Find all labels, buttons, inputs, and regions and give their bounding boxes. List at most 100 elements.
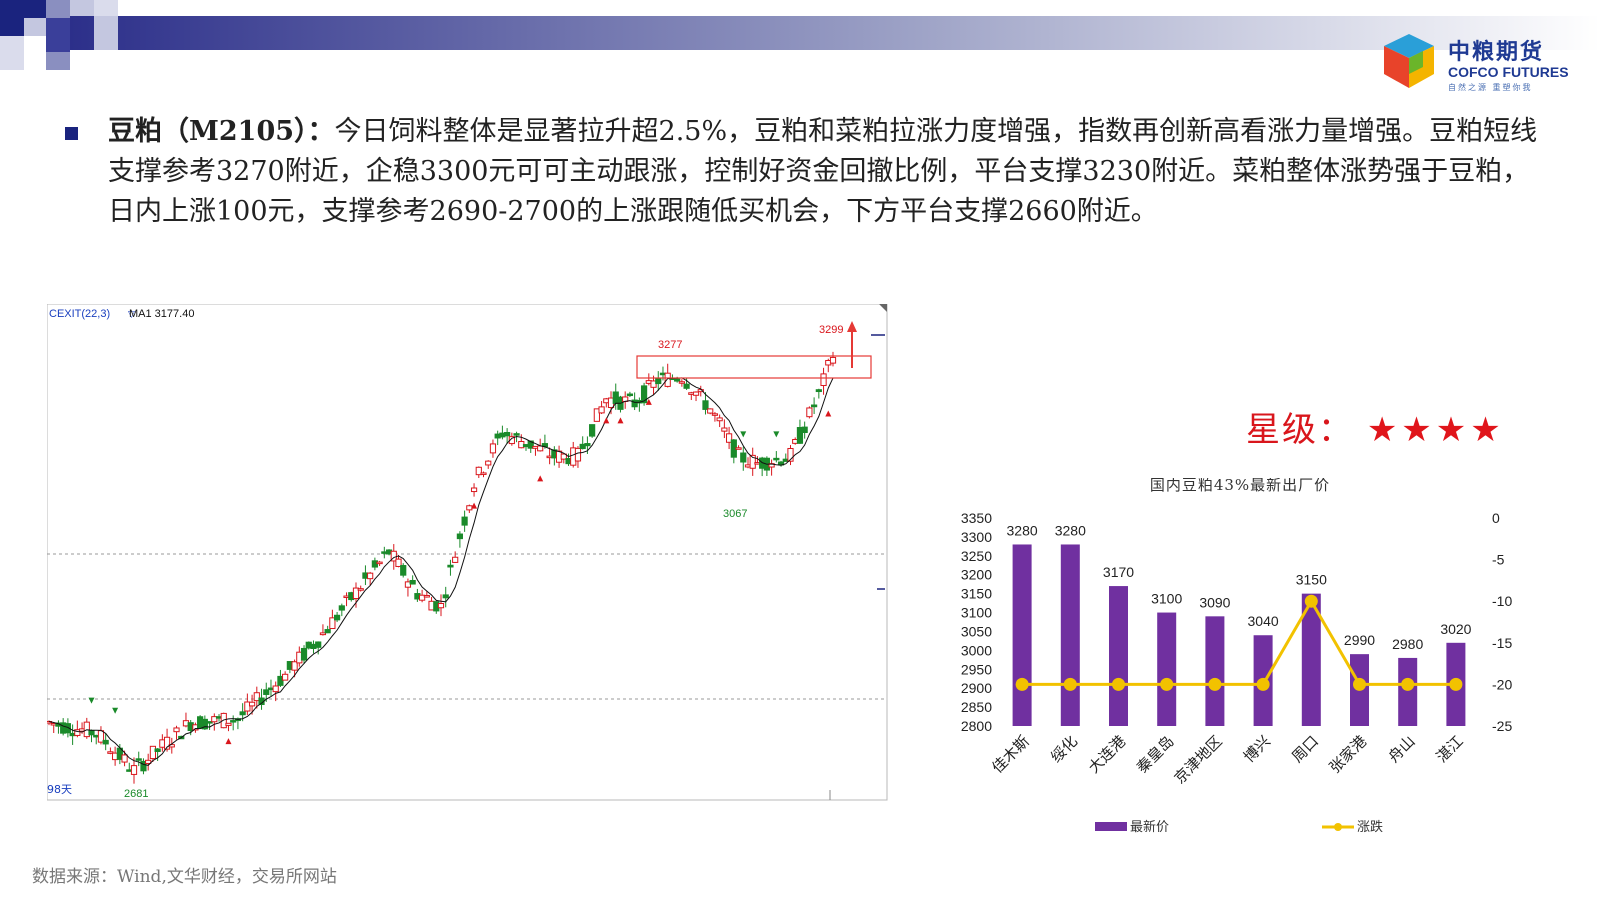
change-line <box>1022 598 1456 686</box>
x-category-label: 周口 <box>1288 732 1322 766</box>
ma-label: MA1 3177.40 <box>129 308 194 320</box>
candle-body <box>650 380 657 388</box>
buy-signal-arrow <box>645 398 652 405</box>
y-right-tick: -25 <box>1492 718 1512 734</box>
candle-body <box>674 378 681 382</box>
buy-signal-arrow <box>825 410 832 417</box>
bar-value-label: 3100 <box>1151 591 1182 607</box>
buy-signal-arrow <box>617 417 624 424</box>
bar <box>1157 612 1177 726</box>
candle-body <box>683 383 690 389</box>
resistance-box <box>636 355 872 379</box>
commentary-lead: 豆粕（M2105）： <box>108 116 335 147</box>
line-point <box>1160 677 1174 691</box>
candle-body <box>107 751 114 754</box>
line-point <box>1256 677 1270 691</box>
chart-title: 国内豆粕43%最新出厂价 <box>1150 478 1330 494</box>
candle-body <box>806 407 813 418</box>
candle-body <box>201 718 208 730</box>
logo-english: COFCO FUTURES <box>1448 64 1569 80</box>
rating-stars: ★★★★ <box>1366 410 1505 450</box>
x-category-label: 京津地区 <box>1171 732 1226 787</box>
candle-body <box>702 400 709 410</box>
candle-body <box>282 673 289 681</box>
candle-body <box>423 594 430 598</box>
candle-body <box>220 712 227 729</box>
candle-body <box>796 427 804 444</box>
trough-label: 3067 <box>723 508 747 520</box>
line-point <box>1112 677 1125 691</box>
peak2-label: 3299 <box>819 324 843 336</box>
x-category-label: 绥化 <box>1047 732 1081 766</box>
bar-value-label: 3090 <box>1199 594 1230 610</box>
commentary-text: 今日饲料整体是显著拉升超2.5%，豆粕和菜粕拉涨力度增强，指数再创新高看涨力量增… <box>108 116 1538 227</box>
candle-body <box>740 452 747 463</box>
candle-body <box>300 647 308 661</box>
sell-signal-arrow <box>740 431 747 438</box>
candle-body <box>88 730 95 736</box>
x-category-label: 大连港 <box>1085 732 1130 777</box>
y-left-tick: 3300 <box>961 529 992 545</box>
market-commentary: 豆粕（M2105）：今日饲料整体是显著拉升超2.5%，豆粕和菜粕拉涨力度增强，指… <box>108 112 1548 232</box>
candle-body <box>64 723 71 734</box>
indicator-dropdown-icon[interactable]: ▽ <box>128 310 135 320</box>
candle-body <box>338 605 345 611</box>
candle-body <box>154 748 161 752</box>
candle-body <box>352 587 360 600</box>
candle-body <box>263 689 270 695</box>
candle-body <box>560 453 567 460</box>
candle-body <box>367 572 374 580</box>
bar-value-label: 3020 <box>1440 621 1471 637</box>
line-point <box>1063 677 1077 691</box>
legend-swatch-line <box>1334 823 1342 831</box>
x-category-label: 湛江 <box>1433 732 1467 766</box>
y-right-tick: -5 <box>1492 552 1505 568</box>
y-left-tick: 2900 <box>961 680 992 696</box>
y-left-tick: 3200 <box>961 567 992 583</box>
candle-body <box>253 692 260 702</box>
candle-body <box>230 720 237 723</box>
y-left-tick: 3250 <box>961 548 992 564</box>
candle-body <box>248 701 256 707</box>
candle-body <box>801 426 808 433</box>
candle-body <box>470 487 478 493</box>
bar-value-label: 3040 <box>1248 613 1279 629</box>
candle-body <box>579 443 586 450</box>
cofco-cube-icon <box>1384 34 1434 88</box>
candle-body <box>329 617 336 630</box>
bar-value-label: 3150 <box>1296 572 1327 588</box>
bar <box>1109 586 1128 726</box>
logo-slogan: 自然之源 重塑你我 <box>1448 83 1533 92</box>
candle-body <box>640 385 648 404</box>
candle-body <box>456 533 463 540</box>
line-point <box>1449 677 1463 691</box>
bullet-square-icon <box>65 127 78 140</box>
bar <box>1012 544 1032 726</box>
bar <box>1398 657 1418 726</box>
indicator-label[interactable]: CEXIT(22,3) <box>49 308 110 320</box>
candle-body <box>485 460 492 466</box>
logo-chinese: 中粮期货 <box>1448 40 1545 65</box>
y-left-tick: 3350 <box>961 510 992 526</box>
candle-body <box>716 417 723 422</box>
candle-body <box>527 440 534 449</box>
star-rating: 星级： ★★★★ <box>1246 402 1505 451</box>
sell-signal-arrow <box>112 707 119 714</box>
candle-body <box>437 603 445 609</box>
candle-body <box>489 443 497 454</box>
candle-body <box>206 721 213 724</box>
line-point <box>1304 594 1318 608</box>
candle-body <box>513 433 520 436</box>
buy-signal-arrow <box>471 502 478 509</box>
line-point <box>1208 677 1222 691</box>
candle-body <box>815 389 822 393</box>
candle-body <box>102 739 109 745</box>
buy-signal-arrow <box>603 417 610 424</box>
candle-body <box>135 758 142 761</box>
candle-body <box>475 466 482 476</box>
candle-body <box>225 722 232 726</box>
chart-legend: 最新价 涨跌 <box>1095 819 1383 835</box>
y-right-tick: -20 <box>1492 676 1512 692</box>
candle-body <box>390 550 397 562</box>
candle-body <box>244 701 251 712</box>
